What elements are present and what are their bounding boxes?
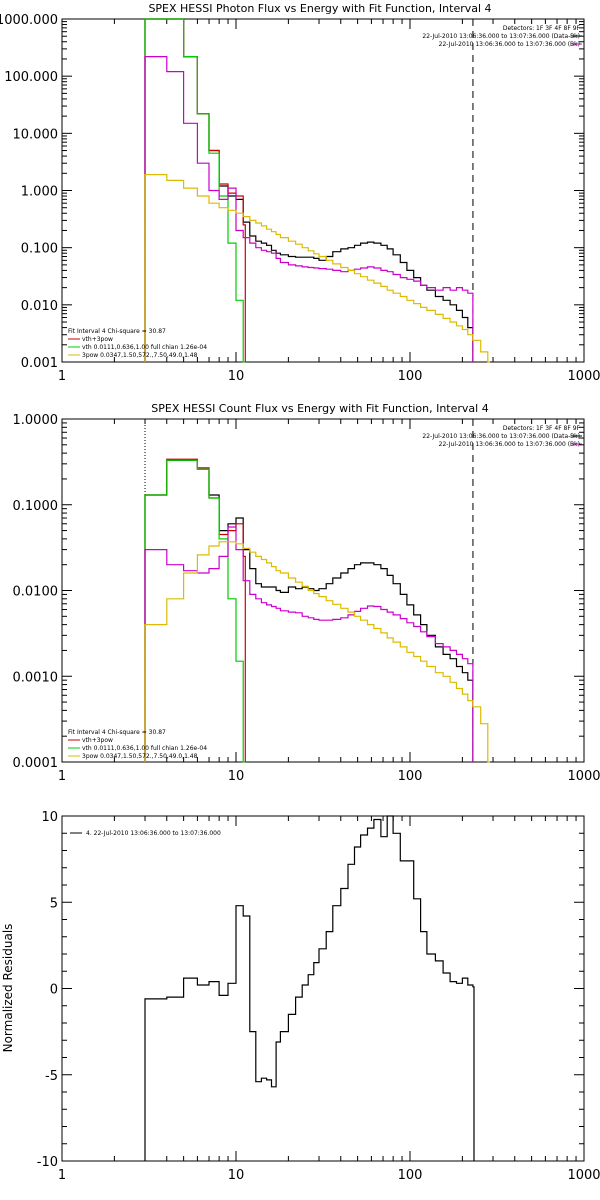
count-series-2-line: [144, 459, 246, 763]
photon-series-2-line: [144, 18, 246, 363]
photon-time-label-bk: 22-Jul-2010 13:06:36.000 to 13:07:36.000…: [439, 41, 580, 48]
photon-flux-frame: [61, 18, 585, 363]
photon-flux-panel: SPEX HESSI Photon Flux vs Energy with Fi…: [0, 2, 600, 384]
count-flux-frame: [61, 418, 585, 763]
count-series-1-line: [144, 458, 246, 762]
count-fit-label-3: 3pow 0.0347,1.50,572.,7.50,49.0,1.48: [82, 753, 198, 760]
photon-series-3-line: [144, 56, 474, 363]
residuals-y-tick-label: 0: [50, 983, 58, 998]
count-flux-panel: SPEX HESSI Count Flux vs Energy with Fit…: [13, 402, 600, 784]
residuals-y-tick-label: -5: [45, 1069, 58, 1084]
residuals-y-tick-label: 5: [50, 896, 58, 911]
photon-x-tick-label: 100: [398, 369, 423, 384]
photon-y-tick-label: 0.001: [21, 356, 58, 371]
count-series-3-line: [144, 526, 474, 763]
count-series-4-line: [144, 541, 490, 763]
photon-fit-label-1: vth+3pow: [82, 336, 113, 343]
count-y-tick-label: 0.0010: [13, 670, 59, 685]
count-x-tick-label: 1000: [567, 769, 600, 784]
photon-y-tick-label: 10.000: [13, 127, 59, 142]
count-y-tick-label: 0.0001: [13, 756, 59, 771]
residuals-y-axis-label: Normalized Residuals: [1, 924, 15, 1053]
photon-x-tick-label: 1: [58, 369, 66, 384]
count-y-tick-label: 1.0000: [13, 413, 59, 428]
residuals-x-tick-label: 10: [228, 1168, 245, 1183]
photon-fit-label-3: 3pow 0.0347,1.50,572.,7.50,49.0,1.48: [82, 352, 198, 359]
photon-fit-label-2: vth 0.0111,0.636,1.00 full chian 1.26e-0…: [82, 344, 207, 351]
photon-flux-title: SPEX HESSI Photon Flux vs Energy with Fi…: [148, 2, 491, 15]
residuals-x-tick-label: 1: [58, 1168, 66, 1183]
photon-detectors-label: Detectors: 1F 3F 4F 8F 9F: [503, 25, 581, 32]
count-x-tick-label: 1: [58, 769, 66, 784]
photon-series-4-line: [144, 174, 490, 363]
residuals-x-tick-label: 1000: [567, 1168, 600, 1183]
photon-time-label-data-bk: 22-Jul-2010 13:06:36.000 to 13:07:36.000…: [422, 33, 580, 40]
count-time-label-data-bk: 22-Jul-2010 13:06:36.000 to 13:07:36.000…: [422, 433, 580, 440]
residuals-panel: 1 10 100 1000 10 5 0 -5 -10 Normalized Residuals…: [1, 810, 600, 1183]
count-flux-title: SPEX HESSI Count Flux vs Energy with Fit…: [151, 402, 488, 415]
residuals-x-tick-label: 100: [398, 1168, 423, 1183]
residuals-y-tick-label: 10: [41, 810, 58, 825]
photon-y-tick-label: 100.000: [4, 70, 58, 85]
count-y-tick-label: 0.1000: [13, 499, 59, 514]
photon-series-1-line: [144, 18, 246, 362]
count-y-tick-label: 0.0100: [13, 585, 59, 600]
photon-y-tick-label: 0.010: [21, 299, 58, 314]
photon-y-tick-label: 0.100: [21, 242, 58, 257]
count-x-tick-label: 100: [398, 769, 423, 784]
count-x-tick-label: 10: [228, 769, 245, 784]
residuals-frame: [61, 815, 585, 1162]
photon-y-tick-label: 1.000: [21, 185, 58, 200]
photon-fit-label-0: Fit Interval 4 Chi-square = 30.87: [68, 328, 166, 335]
residuals-y-tick-label: -10: [37, 1155, 58, 1170]
residuals-legend-label: 4. 22-Jul-2010 13:06:36.000 to 13:07:36.…: [86, 830, 221, 837]
count-fit-label-1: vth+3pow: [82, 737, 113, 744]
count-fit-label-0: Fit Interval 4 Chi-square = 30.87: [68, 729, 166, 736]
count-fit-label-2: vth 0.0111,0.636,1.00 full chian 1.26e-0…: [82, 745, 207, 752]
count-detectors-label: Detectors: 1F 3F 4F 8F 9F: [503, 425, 581, 432]
photon-series-0-line: [144, 18, 474, 363]
photon-y-tick-label: 1000.000: [0, 13, 58, 28]
count-series-0-line: [144, 459, 474, 763]
count-time-label-bk: 22-Jul-2010 13:06:36.000 to 13:07:36.000…: [439, 441, 580, 448]
residuals-series-0-line: [144, 815, 475, 1161]
photon-x-tick-label: 10: [228, 369, 245, 384]
photon-x-tick-label: 1000: [567, 369, 600, 384]
